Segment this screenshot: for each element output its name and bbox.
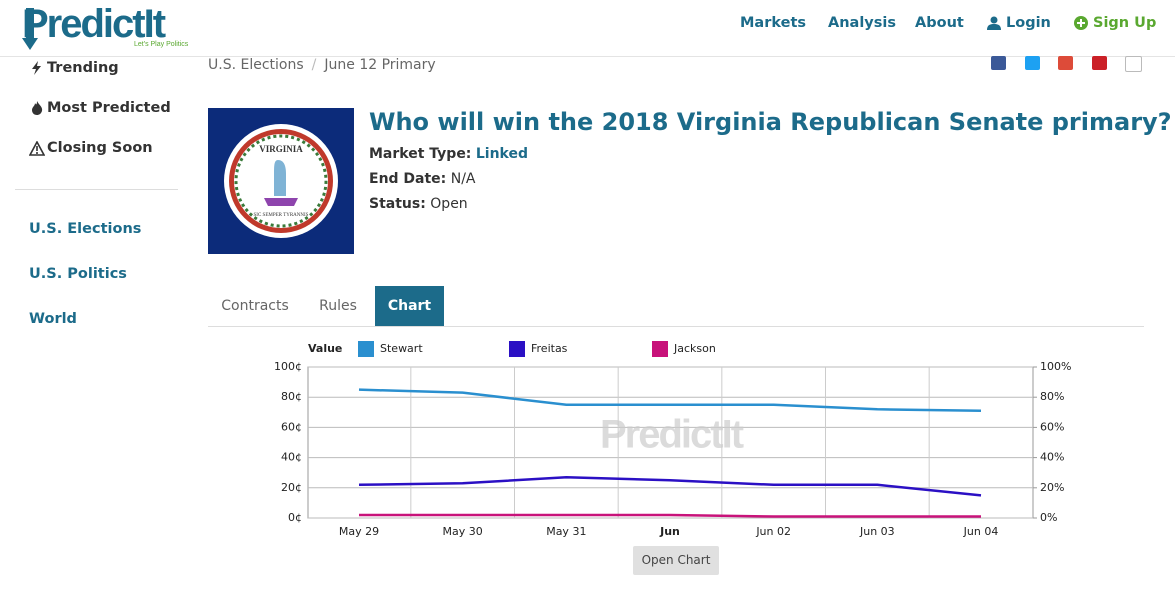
tab[interactable]: Contracts (221, 298, 289, 314)
y2-tick-label: 100% (1040, 360, 1071, 373)
y2-tick-label: 60% (1040, 420, 1064, 433)
x-tick-label: May 29 (339, 525, 379, 538)
x-tick-label: Jun (659, 525, 680, 538)
market-field: Status: Open (369, 196, 468, 212)
field-label: End Date: (369, 171, 447, 187)
seal-figure-base (264, 198, 298, 206)
watermark: PredictIt (600, 413, 744, 457)
breadcrumb-link[interactable]: U.S. Elections (208, 57, 304, 73)
field-value: Open (430, 196, 468, 212)
facebook-icon[interactable] (991, 56, 1006, 70)
login-icon (987, 16, 1001, 30)
legend-swatch (358, 341, 374, 357)
x-tick-label: Jun 03 (859, 525, 895, 538)
legend-label: Freitas (531, 342, 568, 355)
nav-link[interactable]: Sign Up (1093, 15, 1157, 31)
legend-label: Jackson (673, 342, 716, 355)
legend-swatch (509, 341, 525, 357)
breadcrumb: U.S. Elections / June 12 Primary (208, 57, 436, 73)
seal-text: SIC SEMPER TYRANNIS (254, 213, 309, 218)
flame-icon (32, 101, 43, 115)
trending-icon (32, 61, 41, 75)
sidebar-link[interactable]: Closing Soon (47, 140, 153, 156)
series-line (358, 475, 982, 497)
seal-wreath (234, 134, 328, 228)
x-tick-label: Jun 02 (755, 525, 791, 538)
seal-figure (274, 160, 286, 196)
logo[interactable]: PredictIt (22, 2, 166, 46)
sidebar-category[interactable]: U.S. Politics (29, 266, 127, 282)
google-icon[interactable] (1058, 56, 1073, 70)
legend-swatch (652, 341, 668, 357)
market-field: Market Type: Linked (369, 146, 528, 162)
seal-text: VIRGINIA (259, 144, 303, 154)
tab-active[interactable]: Chart (375, 286, 444, 326)
y2-tick-label: 0% (1040, 511, 1057, 524)
field-label: Market Type: (369, 146, 472, 162)
y-tick-label: 0¢ (288, 511, 302, 524)
signup-icon (1074, 16, 1088, 30)
y-tick-label: 40¢ (281, 451, 302, 464)
twitter-icon[interactable] (1025, 56, 1040, 70)
y2-tick-label: 20% (1040, 481, 1064, 494)
market-field: End Date: N/A (369, 171, 476, 187)
nav-link[interactable]: Login (1006, 15, 1051, 31)
sidebar-link[interactable]: Most Predicted (47, 100, 171, 116)
tagline: Let's Play Politics (134, 41, 189, 48)
header: PredictIt Let's Play Politics Markets An… (0, 0, 1175, 57)
sidebar-link[interactable]: Trending (47, 60, 119, 76)
y-tick-label: 60¢ (281, 420, 302, 433)
field-value[interactable]: Linked (475, 146, 529, 162)
nav-link[interactable]: Analysis (828, 15, 896, 31)
tab-divider (208, 326, 1144, 327)
sidebar-divider (15, 189, 178, 190)
y2-tick-label: 40% (1040, 451, 1064, 464)
market-image: VIRGINIA SIC SEMPER TYRANNIS (208, 108, 354, 254)
logo-arrow (22, 8, 38, 50)
x-tick-label: Jun 04 (963, 525, 999, 538)
y-tick-label: 100¢ (274, 360, 302, 373)
nav-link[interactable]: About (915, 15, 964, 31)
field-label: Status: (369, 196, 426, 212)
series-line (358, 388, 982, 413)
sidebar-category[interactable]: World (29, 311, 77, 327)
y-tick-label: 20¢ (281, 481, 302, 494)
open-chart-button[interactable]: Open Chart (633, 546, 719, 575)
x-tick-label: May 31 (546, 525, 586, 538)
y-tick-label: 80¢ (281, 390, 302, 403)
pinterest-icon[interactable] (1092, 56, 1107, 70)
chart: 0¢ 20¢ 40¢ 60¢ 80¢ 100¢ 0% 20% 40% 60% 80% 100% May … (274, 341, 1071, 538)
series-line (359, 513, 981, 518)
legend-label: Stewart (380, 342, 423, 355)
warning-icon (29, 141, 45, 156)
nav-link[interactable]: Markets (740, 15, 807, 31)
field-value: N/A (450, 171, 476, 187)
breadcrumb-item: June 12 Primary (324, 57, 436, 73)
y2-tick-label: 80% (1040, 390, 1064, 403)
sidebar-category[interactable]: U.S. Elections (29, 221, 142, 237)
separator: / (311, 57, 317, 73)
tab[interactable]: Rules (319, 298, 357, 314)
market-title: Who will win the 2018 Virginia Republica… (369, 108, 1172, 136)
email-icon[interactable] (1125, 56, 1142, 72)
x-tick-label: May 30 (443, 525, 483, 538)
legend-title: Value (308, 342, 342, 355)
